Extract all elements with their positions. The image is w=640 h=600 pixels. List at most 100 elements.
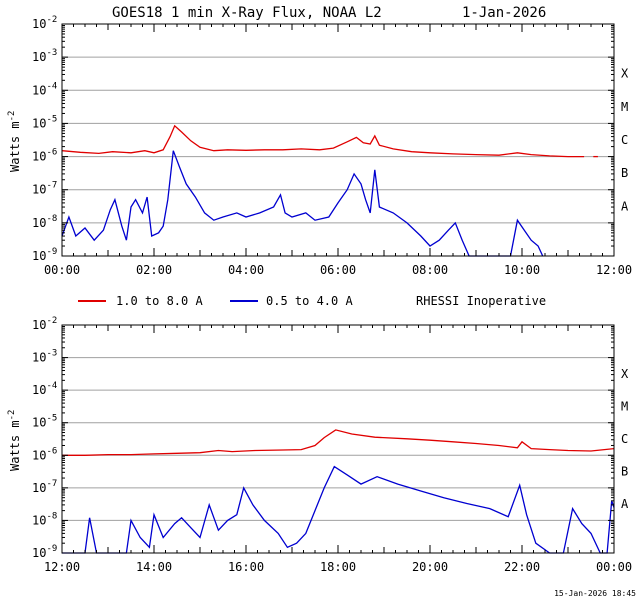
y-tick-mantissa: 10 [32,17,46,31]
plot-frame [61,324,615,554]
y-tick-mantissa: 10 [32,183,46,197]
y-tick-mantissa: 10 [32,50,46,64]
y-tick-label: 10-5 [32,114,57,130]
y-axis-label-main: Watts m [8,420,22,471]
y-tick-label: 10-5 [32,414,57,430]
x-tick-label: 14:00 [136,560,172,574]
y-tick-label: 10-6 [32,148,57,164]
plot-frame [61,23,615,257]
rhessi-status-note: RHESSI Inoperative [416,294,546,308]
y-tick-exponent: -6 [46,148,57,158]
chart-date: 1-Jan-2026 [462,5,546,21]
y-tick-exponent: -5 [46,414,57,424]
x-tick-label: 18:00 [320,560,356,574]
y-tick-exponent: -3 [46,48,57,58]
chart-title: GOES18 1 min X-Ray Flux, NOAA L2 [112,5,382,21]
y-tick-mantissa: 10 [32,249,46,263]
y-tick-mantissa: 10 [32,546,46,560]
y-tick-labels: 10-910-810-710-610-510-410-310-2 [32,316,57,560]
y-tick-label: 10-4 [32,81,57,97]
y-tick-mantissa: 10 [32,318,46,332]
y-tick-exponent: -8 [46,511,57,521]
y-tick-exponent: -7 [46,479,57,489]
y-tick-label: 10-6 [32,446,57,462]
y-tick-exponent: -2 [46,15,57,25]
flare-class-c: C [621,133,628,147]
legend-label-long: 1.0 to 8.0 A [116,294,203,308]
series-line-long [62,429,615,456]
x-tick-label: 08:00 [412,263,448,277]
y-tick-label: 10-9 [32,247,57,263]
y-tick-mantissa: 10 [32,150,46,164]
x-tick-label: 20:00 [412,560,448,574]
y-tick-mantissa: 10 [32,416,46,430]
y-axis-label-exponent: -2 [7,410,17,421]
y-tick-exponent: -3 [46,349,57,359]
y-tick-mantissa: 10 [32,448,46,462]
series-line-short [61,150,544,257]
y-tick-label: 10-8 [32,214,57,230]
y-tick-mantissa: 10 [32,116,46,130]
y-tick-mantissa: 10 [32,513,46,527]
x-tick-label: 22:00 [504,560,540,574]
flare-class-a: A [621,199,629,213]
flare-class-labels: A B C M X [621,367,629,511]
y-tick-exponent: -4 [46,81,57,91]
x-tick-label: 00:00 [44,263,80,277]
x-tick-label: 06:00 [320,263,356,277]
x-tick-labels: 12:00 14:00 16:00 18:00 20:00 22:00 00:00 [44,560,632,574]
flare-class-x: X [621,67,629,81]
x-tick-label: 02:00 [136,263,172,277]
y-axis-label-exponent: -2 [7,111,17,122]
y-tick-mantissa: 10 [32,383,46,397]
y-tick-label: 10-3 [32,48,57,64]
y-tick-exponent: -2 [46,316,57,326]
y-tick-exponent: -9 [46,544,57,554]
series-line-short [62,465,615,554]
y-tick-exponent: -8 [46,214,57,224]
flare-class-a: A [621,497,629,511]
x-tick-label: 12:00 [44,560,80,574]
y-tick-label: 10-3 [32,349,57,365]
y-tick-label: 10-4 [32,381,57,397]
y-tick-label: 10-9 [32,544,57,560]
generated-timestamp: 15-Jan-2026 18:45 [554,589,636,598]
y-axis-label-main: Watts m [8,121,22,172]
y-tick-label: 10-7 [32,181,57,197]
y-tick-label: 10-8 [32,511,57,527]
axis-ticks [61,324,615,554]
y-tick-exponent: -5 [46,114,57,124]
y-tick-exponent: -7 [46,181,57,191]
legend-label-short: 0.5 to 4.0 A [266,294,353,308]
y-axis-label: Watts m-2 [7,111,22,172]
flare-class-b: B [621,166,628,180]
y-tick-exponent: -6 [46,446,57,456]
x-tick-labels: 00:00 02:00 04:00 06:00 08:00 10:00 12:00 [44,263,632,277]
y-tick-exponent: -9 [46,247,57,257]
x-tick-label: 10:00 [504,263,540,277]
plot-panel-top: 10-910-810-710-610-510-410-310-2 00:00 02… [7,15,632,277]
y-tick-mantissa: 10 [32,216,46,230]
plot-panel-bottom: 10-910-810-710-610-510-410-310-2 12:00 14… [7,316,632,574]
y-tick-label: 10-2 [32,15,57,31]
grid-lines [62,56,614,224]
flare-class-c: C [621,432,628,446]
flare-class-m: M [621,100,628,114]
y-tick-label: 10-7 [32,479,57,495]
flare-class-x: X [621,367,629,381]
x-tick-label: 16:00 [228,560,264,574]
y-tick-labels: 10-910-810-710-610-510-410-310-2 [32,15,57,263]
y-tick-mantissa: 10 [32,481,46,495]
y-tick-label: 10-2 [32,316,57,332]
y-tick-mantissa: 10 [32,351,46,365]
y-tick-exponent: -4 [46,381,57,391]
x-tick-label: 12:00 [596,263,632,277]
grid-lines [62,357,614,521]
y-axis-label: Watts m-2 [7,410,22,471]
series-layer [62,429,615,554]
series-line-long [61,124,585,158]
flare-class-m: M [621,399,628,413]
flare-class-b: B [621,465,628,479]
flare-class-labels: A B C M X [621,67,629,214]
